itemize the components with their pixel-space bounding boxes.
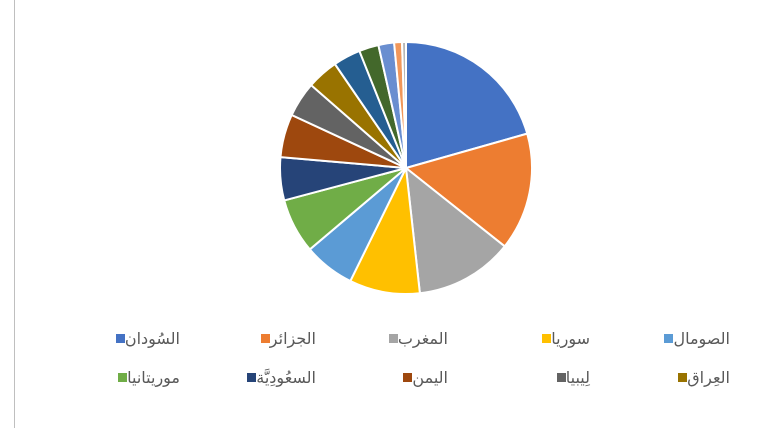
legend-swatch <box>556 372 566 382</box>
pie-slice-0 <box>405 40 529 170</box>
legend-swatch <box>388 333 398 343</box>
legend-item: الصومال <box>664 327 740 349</box>
legend-label: لِيبيا <box>565 367 590 387</box>
legend-swatch <box>664 333 674 343</box>
legend-swatch <box>403 372 413 382</box>
legend-item: السُودان <box>115 327 190 349</box>
chart-area: السُودان الجزائر المغرب سوريا الصومال موريتان… <box>14 0 740 428</box>
legend-swatch <box>247 372 257 382</box>
pie-slice-1 <box>403 132 533 248</box>
legend-label: الجزائر <box>269 328 316 348</box>
legend-item: المغرب <box>388 327 458 349</box>
legend-label: المغرب <box>397 328 448 348</box>
pie-chart <box>279 40 533 295</box>
pie-slice-2 <box>404 165 507 295</box>
legend-item: لِيبيا <box>556 366 600 388</box>
legend-item: الجزائر <box>260 327 326 349</box>
legend-swatch <box>118 372 128 382</box>
legend-item: العِراق <box>678 366 740 388</box>
chart-border <box>14 0 760 428</box>
legend-swatch <box>542 333 552 343</box>
legend-item: اليمن <box>403 366 458 388</box>
legend-label: السُودان <box>124 328 180 348</box>
legend-label: العِراق <box>687 367 730 387</box>
legend-swatch <box>678 372 688 382</box>
legend-label: الصومال <box>673 328 730 348</box>
legend-label: اليمن <box>412 367 448 387</box>
legend-label: سوريا <box>551 328 590 348</box>
legend-label: السعُودِيَّة <box>256 367 316 387</box>
legend-item: موريتانيا <box>118 366 190 388</box>
pie-slice-14 <box>400 40 407 169</box>
legend-label: موريتانيا <box>127 367 180 387</box>
legend-swatch <box>260 333 270 343</box>
legend-item: السعُودِيَّة <box>247 366 326 388</box>
legend-item: سوريا <box>542 327 600 349</box>
legend-swatch <box>115 333 125 343</box>
